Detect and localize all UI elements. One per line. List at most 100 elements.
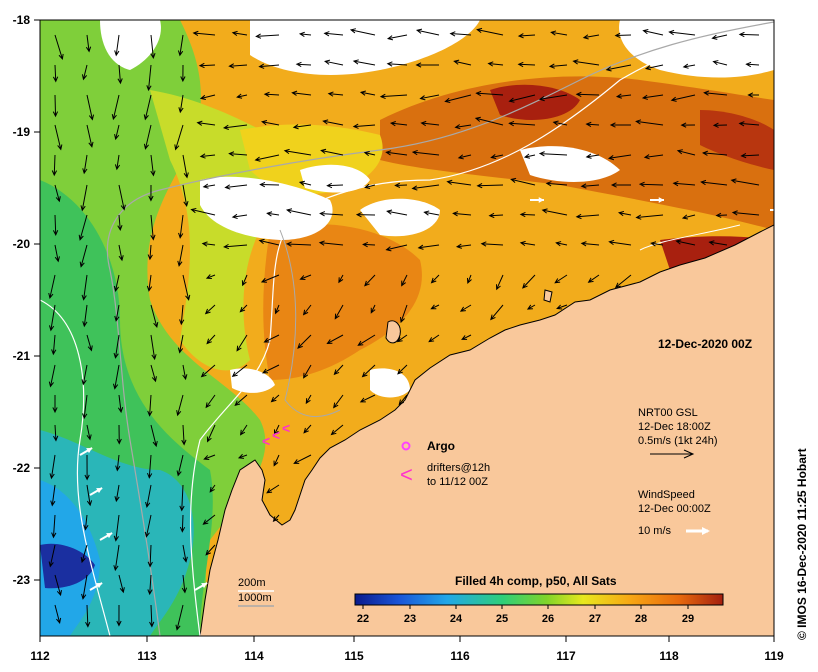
current-arrow	[145, 484, 152, 508]
current-arrow	[386, 209, 408, 216]
current-arrow	[359, 90, 376, 96]
current-arrow	[182, 364, 188, 381]
current-arrow	[607, 154, 632, 161]
current-arrow	[708, 240, 728, 246]
current-arrow	[150, 304, 159, 329]
current-arrow	[449, 31, 472, 37]
current-arrow	[259, 181, 280, 188]
current-arrow	[81, 364, 88, 386]
current-arrow	[508, 94, 536, 103]
current-arrow	[177, 334, 184, 354]
current-arrow	[114, 484, 120, 503]
current-arrow	[672, 180, 696, 187]
current-arrow	[480, 241, 504, 247]
current-arrow	[650, 241, 664, 247]
current-arrow	[48, 544, 56, 568]
contour-legend-1000m: 1000m	[238, 592, 272, 604]
current-arrow	[711, 34, 728, 40]
current-arrow	[641, 94, 664, 100]
current-arrow	[635, 214, 664, 220]
current-arrow	[401, 274, 408, 287]
current-arrow	[82, 394, 88, 420]
current-arrow	[476, 27, 504, 36]
current-arrow	[326, 334, 344, 345]
current-arrow	[389, 121, 408, 127]
map-timestamp: 12-Dec-2020 00Z	[658, 337, 752, 351]
current-arrow	[519, 240, 536, 247]
lat-tick-23: -23	[13, 573, 31, 587]
current-arrow	[81, 274, 88, 301]
current-arrow	[738, 121, 760, 127]
wind-arrowhead	[658, 197, 664, 203]
current-arrow	[292, 124, 312, 130]
current-arrow	[81, 64, 88, 81]
current-arrow	[52, 94, 59, 118]
current-arrow	[205, 274, 216, 280]
current-arrow	[84, 454, 90, 481]
current-arrow	[298, 31, 312, 37]
current-arrow	[333, 364, 344, 376]
wind-legend-scale: 10 m/s	[638, 525, 672, 537]
current-arrow	[461, 334, 472, 340]
lon-tick-115: 115	[344, 649, 364, 663]
current-arrow	[86, 484, 93, 507]
current-arrow	[488, 212, 504, 219]
current-arrow	[80, 184, 88, 212]
current-arrow	[614, 274, 632, 289]
current-arrow	[455, 243, 472, 249]
current-arrow	[234, 394, 248, 407]
current-arrow	[386, 34, 408, 41]
current-arrow	[206, 334, 216, 345]
colorbar: Filled 4h comp, p50, All Sats 22 23 24 2…	[354, 574, 724, 625]
current-arrow	[517, 61, 536, 68]
current-arrow	[117, 214, 123, 232]
lon-tick-114: 114	[244, 649, 264, 663]
current-arrow	[117, 394, 124, 414]
current-legend-time: 12-Dec 18:00Z	[638, 421, 711, 433]
wind-vectors	[79, 197, 774, 591]
current-arrow	[605, 64, 632, 72]
contour-legend: 200m 1000m	[238, 577, 274, 607]
current-arrow	[51, 154, 58, 177]
colorbar-label-24: 24	[450, 613, 463, 625]
current-arrow	[118, 184, 126, 211]
current-arrow	[575, 91, 600, 98]
current-arrow	[204, 304, 216, 315]
current-arrow	[423, 210, 440, 216]
current-arrow	[180, 64, 186, 83]
current-arrow	[175, 604, 184, 631]
current-arrow	[274, 304, 280, 315]
imos-credit: © IMOS 16-Dec-2020 11:25 Hobart	[795, 448, 809, 640]
current-arrow	[116, 604, 122, 627]
current-arrow	[617, 210, 632, 217]
current-arrow	[231, 364, 248, 378]
current-arrow	[224, 184, 248, 190]
sst-cold-spot	[40, 543, 95, 589]
plot-frame	[39, 19, 775, 637]
current-arrow	[174, 124, 184, 151]
current-arrow	[52, 64, 59, 83]
colorbar-label-22: 22	[357, 613, 369, 625]
current-arrow	[114, 304, 120, 322]
current-arrow	[266, 211, 280, 217]
current-arrow	[143, 94, 152, 121]
current-arrow	[681, 214, 696, 220]
current-arrow	[550, 30, 568, 36]
current-arrow	[385, 150, 408, 156]
current-arrow	[231, 213, 248, 220]
sst-central-warm	[263, 224, 422, 380]
current-arrow	[538, 94, 568, 102]
current-arrow	[239, 304, 248, 313]
wind-arrowhead	[201, 583, 208, 589]
current-arrow	[82, 154, 88, 175]
current-arrow	[466, 274, 472, 284]
current-arrow	[147, 544, 153, 568]
current-arrow	[222, 124, 248, 130]
current-arrow	[181, 424, 187, 446]
current-vectors	[48, 27, 760, 631]
current-arrow	[682, 63, 696, 69]
current-arrow	[179, 514, 186, 533]
current-arrow	[263, 334, 280, 343]
current-arrow	[642, 29, 664, 36]
current-legend-scale: 0.5m/s (1kt 24h)	[638, 435, 717, 447]
